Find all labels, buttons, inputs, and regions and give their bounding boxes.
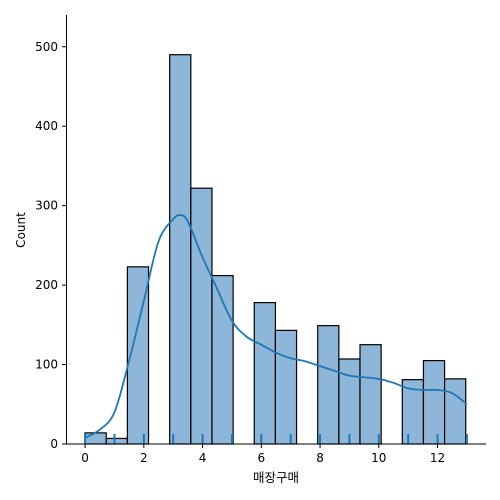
axes — [66, 15, 486, 445]
y-tick-label: 100 — [35, 358, 58, 372]
y-tick-label: 200 — [35, 278, 58, 292]
x-axis-label: 매장구매 — [253, 470, 299, 485]
x-tick-label: 12 — [430, 451, 445, 465]
y-tick-label: 300 — [35, 199, 58, 213]
x-tick-label: 4 — [199, 451, 207, 465]
histogram-bar — [105, 437, 128, 445]
kde-layer — [84, 214, 468, 439]
x-tick-label: 6 — [257, 451, 265, 465]
histogram-bar — [422, 359, 446, 445]
histogram-bar — [190, 187, 213, 445]
rug-layer — [84, 434, 468, 444]
x-tick-label: 8 — [316, 451, 324, 465]
histogram-bar — [274, 329, 298, 445]
histogram-bar — [84, 432, 107, 445]
histogram-bar — [253, 301, 277, 445]
histogram-bar — [359, 344, 382, 445]
y-axis-label: Count — [14, 212, 28, 248]
y-ticks: 0 100 200 300 400 500 — [35, 40, 66, 451]
y-tick-label: 500 — [35, 40, 58, 54]
bars — [84, 54, 467, 445]
histogram-bar — [169, 54, 192, 445]
x-tick-label: 10 — [371, 451, 386, 465]
y-tick-label: 0 — [50, 437, 58, 451]
histogram-bar — [443, 378, 467, 445]
kde-line — [84, 214, 468, 439]
x-tick-label: 2 — [140, 451, 148, 465]
x-ticks: 0 2 4 6 8 10 12 — [81, 444, 445, 465]
y-tick-label: 400 — [35, 119, 58, 133]
histogram-bar — [317, 325, 340, 445]
histogram-bar — [338, 358, 361, 445]
x-tick-label: 0 — [81, 451, 89, 465]
